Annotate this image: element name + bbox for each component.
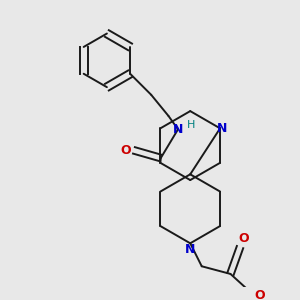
Text: N: N	[173, 123, 183, 136]
Text: H: H	[187, 121, 196, 130]
Text: O: O	[120, 144, 130, 157]
Text: N: N	[217, 122, 227, 135]
Text: O: O	[254, 289, 265, 300]
Text: N: N	[185, 242, 195, 256]
Text: O: O	[238, 232, 249, 245]
